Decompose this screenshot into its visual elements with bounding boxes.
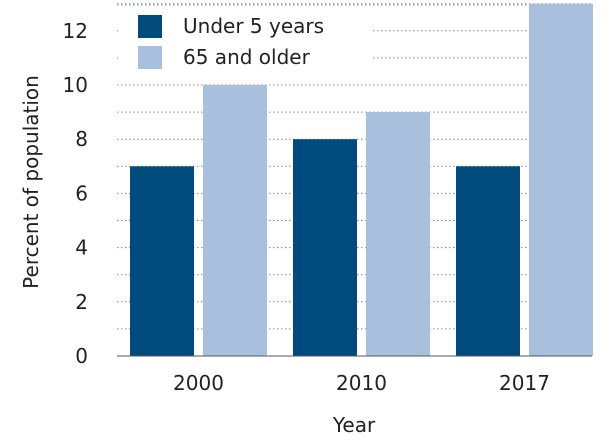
legend: Under 5 years 65 and older: [118, 8, 372, 72]
bar-2010-under-5-years: [293, 139, 357, 356]
bar-2017-under-5-years: [456, 166, 520, 356]
legend-label-under-5-years: Under 5 years: [183, 14, 324, 38]
x-tick-label: 2017: [499, 371, 550, 395]
bars: [130, 3, 593, 356]
x-axis-ticks: 2000 2010 2017: [173, 371, 550, 395]
x-tick-label: 2000: [173, 371, 224, 395]
bar-2000-under-5-years: [130, 166, 194, 356]
y-tick-label: 10: [63, 73, 88, 97]
y-tick-label: 4: [75, 236, 88, 260]
x-axis-title: Year: [332, 413, 376, 437]
bar-2000-65-and-older: [203, 85, 267, 356]
y-tick-label: 6: [75, 181, 88, 205]
y-tick-label: 0: [75, 344, 88, 368]
legend-swatch-65-and-older: [138, 46, 162, 69]
y-tick-label: 8: [75, 127, 88, 151]
legend-label-65-and-older: 65 and older: [183, 45, 311, 69]
legend-swatch-under-5-years: [138, 15, 162, 38]
y-axis-ticks: 0 2 4 6 8 10 12: [63, 19, 88, 368]
y-tick-label: 12: [63, 19, 88, 43]
x-tick-label: 2010: [336, 371, 387, 395]
bar-2010-65-and-older: [366, 112, 430, 356]
y-axis-title: Percent of population: [19, 75, 43, 289]
bar-2017-65-and-older: [529, 3, 593, 356]
y-tick-label: 2: [75, 290, 88, 314]
